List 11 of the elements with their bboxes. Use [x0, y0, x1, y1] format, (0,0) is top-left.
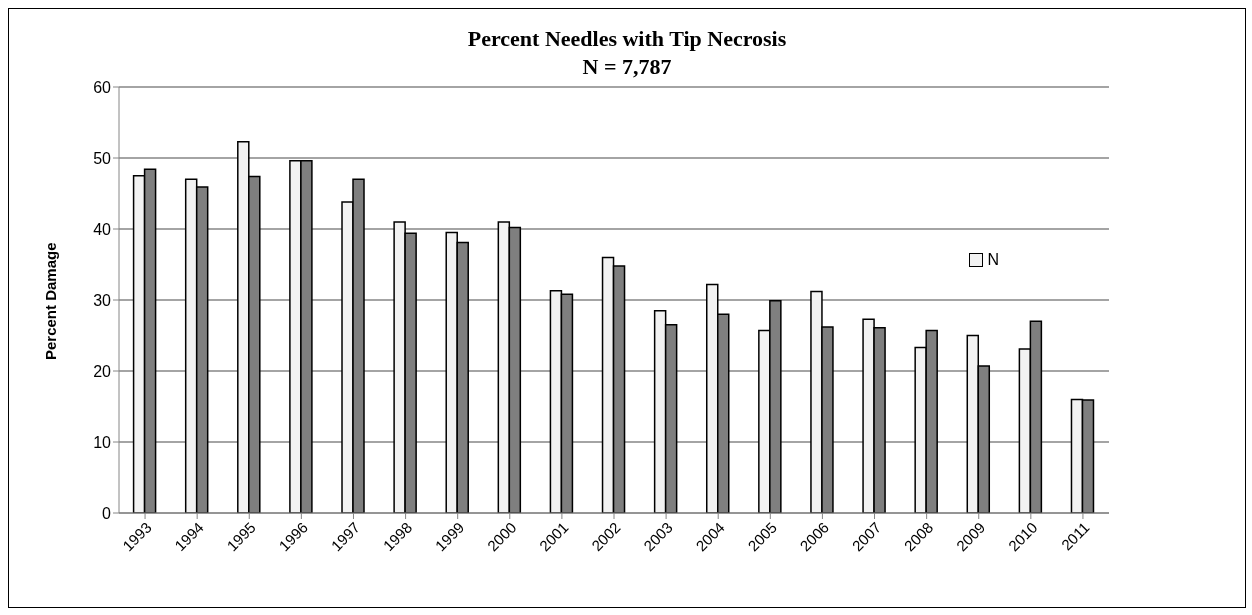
legend-label: N — [987, 251, 999, 269]
y-tick-label: 20 — [93, 362, 112, 380]
y-tick-label: 60 — [93, 78, 112, 96]
chart-title: Percent Needles with Tip Necrosis — [466, 25, 788, 53]
y-tick-label: 30 — [93, 291, 112, 309]
y-tick-label: 40 — [93, 220, 112, 238]
chart-subtitle: N = 7,787 — [582, 54, 672, 79]
y-axis-title: Percent Damage — [42, 242, 60, 360]
y-tick-label: 50 — [93, 149, 112, 167]
y-tick-label: 10 — [93, 433, 112, 451]
y-tick-label: 0 — [102, 504, 112, 522]
